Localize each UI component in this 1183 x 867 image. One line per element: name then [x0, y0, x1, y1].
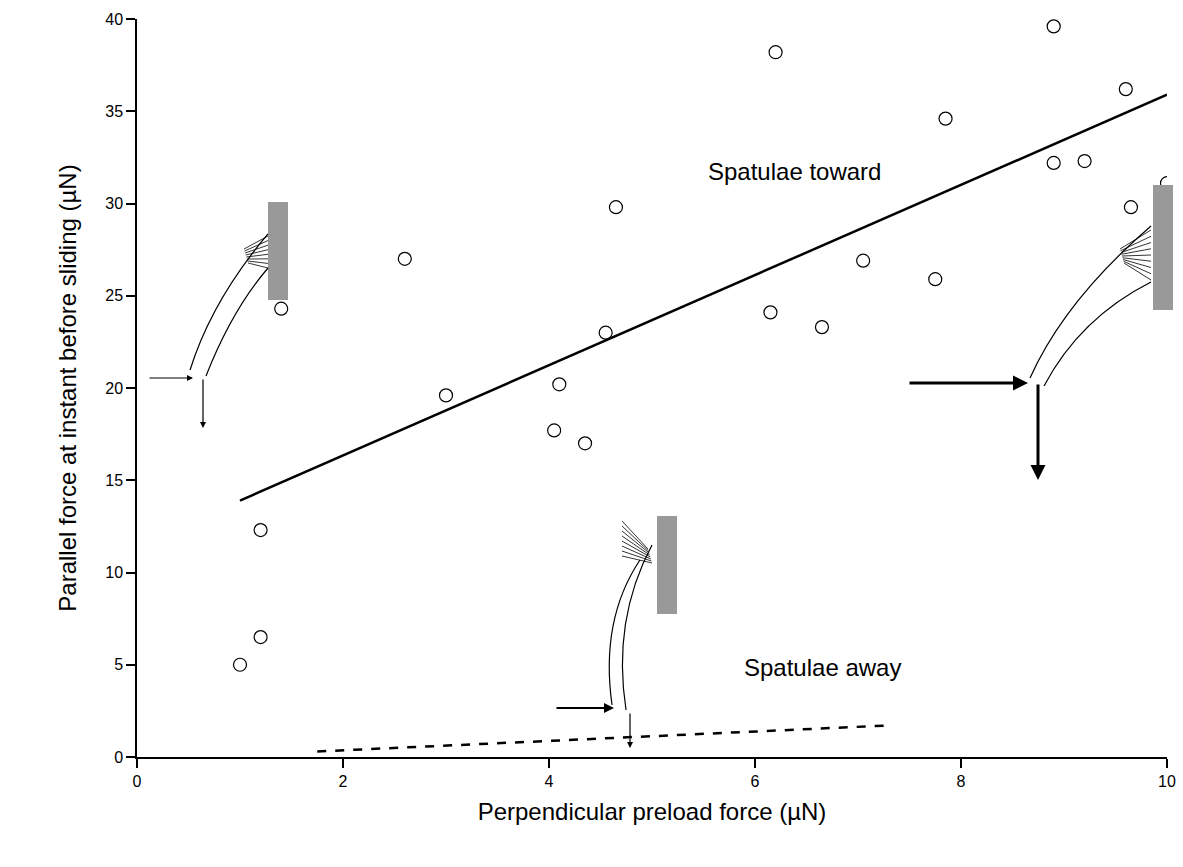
svg-text:4: 4 [545, 773, 554, 790]
svg-text:Spatulae away: Spatulae away [744, 654, 901, 681]
svg-text:10: 10 [105, 564, 123, 581]
svg-text:Spatulae toward: Spatulae toward [708, 158, 881, 185]
svg-text:30: 30 [105, 195, 123, 212]
svg-text:6: 6 [751, 773, 760, 790]
svg-text:Parallel force at instant befo: Parallel force at instant before sliding… [54, 164, 81, 611]
svg-text:25: 25 [105, 287, 123, 304]
svg-text:15: 15 [105, 472, 123, 489]
svg-text:Perpendicular preload force (µ: Perpendicular preload force (µN) [478, 798, 827, 825]
svg-text:0: 0 [133, 773, 142, 790]
svg-text:10: 10 [1158, 773, 1176, 790]
svg-text:35: 35 [105, 103, 123, 120]
svg-text:20: 20 [105, 380, 123, 397]
svg-text:8: 8 [957, 773, 966, 790]
svg-text:5: 5 [114, 656, 123, 673]
svg-text:2: 2 [339, 773, 348, 790]
svg-text:0: 0 [114, 749, 123, 766]
svg-text:40: 40 [105, 11, 123, 28]
